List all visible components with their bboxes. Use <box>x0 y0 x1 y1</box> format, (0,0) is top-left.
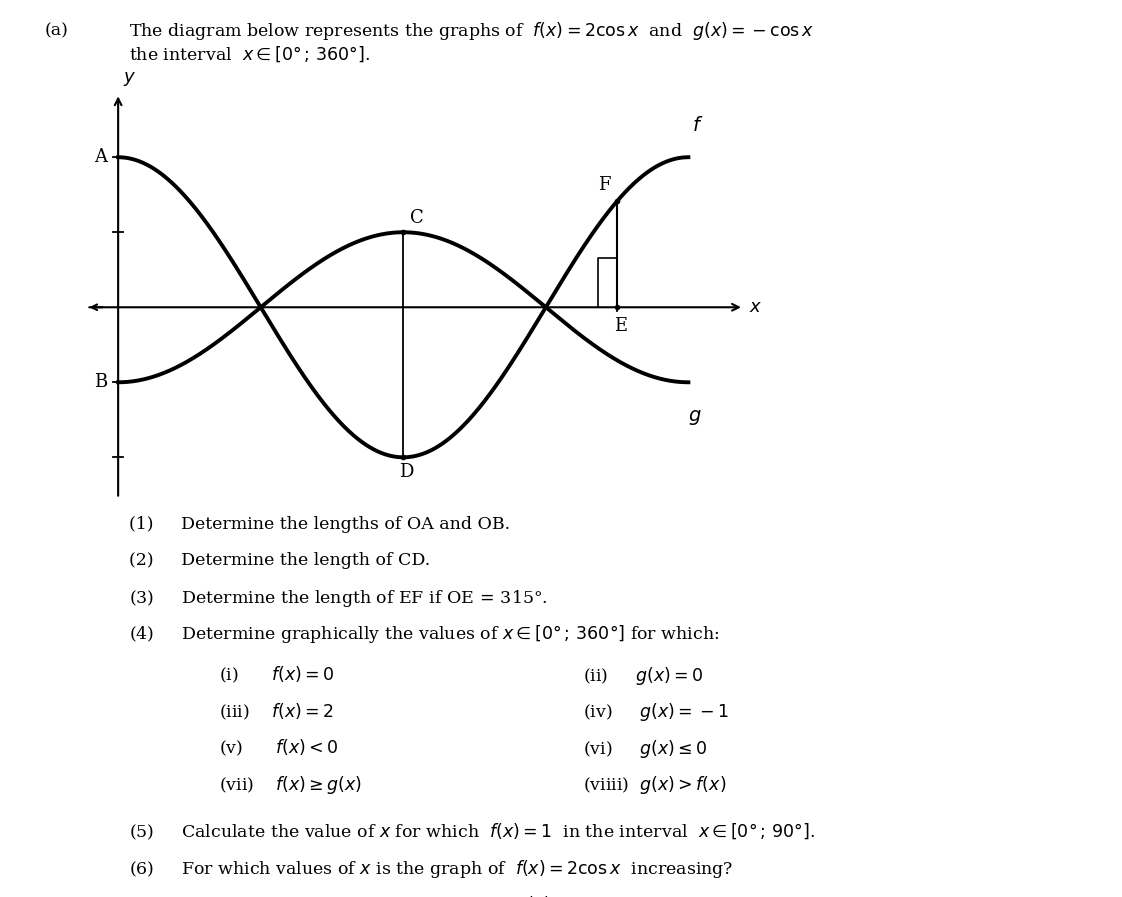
Text: B: B <box>94 373 107 391</box>
Text: the interval  $x \in [0°\,;\,360°]$.: the interval $x \in [0°\,;\,360°]$. <box>129 45 370 65</box>
Text: (ii)     $g(x) = 0$: (ii) $g(x) = 0$ <box>583 665 703 687</box>
Text: (a): (a) <box>45 22 68 39</box>
Text: (5)     Calculate the value of $x$ for which  $f(x) = 1$  in the interval  $x \i: (5) Calculate the value of $x$ for which… <box>129 822 815 842</box>
Text: (1)     Determine the lengths of OA and OB.: (1) Determine the lengths of OA and OB. <box>129 516 511 533</box>
Text: $f$: $f$ <box>691 117 702 135</box>
Text: F: F <box>598 176 610 194</box>
Text: A: A <box>94 148 107 166</box>
Text: $y$: $y$ <box>123 70 136 88</box>
Text: (v)      $f(x) < 0$: (v) $f(x) < 0$ <box>219 738 339 758</box>
Text: $g$: $g$ <box>689 408 702 427</box>
Text: (7)     For which values of $x$ is the graph of  $g(x) = -\cos x$  decreasing?: (7) For which values of $x$ is the graph… <box>129 893 753 897</box>
Text: (iii)    $f(x) = 2$: (iii) $f(x) = 2$ <box>219 701 333 721</box>
Text: (4)     Determine graphically the values of $x \in [0°\,;\,360°]$ for which:: (4) Determine graphically the values of … <box>129 623 719 646</box>
Text: $x$: $x$ <box>748 299 762 317</box>
Text: (iv)     $g(x) = -1$: (iv) $g(x) = -1$ <box>583 701 729 723</box>
Text: E: E <box>614 317 627 335</box>
Text: (6)     For which values of $x$ is the graph of  $f(x) = 2\cos x$  increasing?: (6) For which values of $x$ is the graph… <box>129 858 734 880</box>
Text: D: D <box>399 464 414 482</box>
Text: (2)     Determine the length of CD.: (2) Determine the length of CD. <box>129 552 430 569</box>
Text: (3)     Determine the length of EF if OE$\,=\,$315°.: (3) Determine the length of EF if OE$\,=… <box>129 588 548 608</box>
Text: C: C <box>410 209 423 227</box>
Text: The diagram below represents the graphs of  $f(x) = 2\cos x$  and  $g(x) = -\cos: The diagram below represents the graphs … <box>129 20 815 42</box>
Text: (viiii)  $g(x) > f(x)$: (viiii) $g(x) > f(x)$ <box>583 774 727 797</box>
Text: (vii)    $f(x) \geq g(x)$: (vii) $f(x) \geq g(x)$ <box>219 774 362 797</box>
Text: (vi)     $g(x) \leq 0$: (vi) $g(x) \leq 0$ <box>583 738 708 760</box>
Text: (i)      $f(x) = 0$: (i) $f(x) = 0$ <box>219 665 334 685</box>
